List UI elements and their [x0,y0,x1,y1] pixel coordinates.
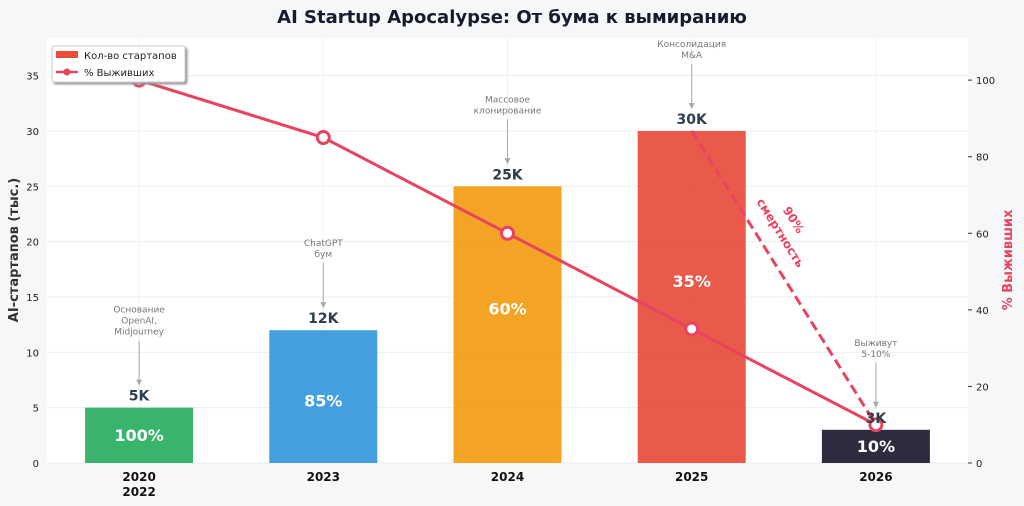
y-axis-right-label: % Выживших [1001,209,1016,310]
y-tick-label: 20 [26,238,39,249]
annotation-arrowhead [136,379,143,386]
bar-percent-label: 100% [114,426,163,445]
annotation-text: клонирование [474,106,542,116]
annotation-arrowhead [504,158,511,165]
y-tick-label: 35 [26,72,39,83]
y-right-tick-label: 20 [976,382,989,393]
y-right-tick-label: 60 [976,229,989,240]
chart-title: AI Startup Apocalypse: От бума к вымиран… [277,7,747,28]
y-tick-label: 0 [33,459,39,470]
annotation-text: M&A [681,51,703,61]
bar-percent-label: 10% [857,437,895,456]
bar [637,130,746,463]
bar-percent-label: 60% [488,300,526,319]
mortality-dashed-line [690,130,878,426]
survivor-point [868,417,884,433]
bar [821,429,930,463]
y-tick-label: 10 [26,348,39,359]
y-axis-label: AI-стартапов (тыс.) [7,178,22,322]
annotation-text: Midjourney [114,328,164,338]
annotation-text: Массовое [485,95,530,105]
y-right-tick-label: 0 [976,459,982,470]
x-tick-label: 2020 2022 [122,470,155,499]
bar-value-label: 3K [866,411,888,427]
y-tick-label: 5 [33,404,39,415]
x-tick-label: 2026 [859,470,892,484]
annotation-text: Консолидация [657,40,726,50]
survivor-point [500,225,515,241]
y-tick-label: 25 [26,182,39,193]
bar-value-label: 25K [492,167,523,183]
x-tick-label: 2025 [675,470,708,484]
y-right-tick-label: 80 [976,153,989,164]
annotation-arrowhead [872,401,879,408]
bar-percent-label: 85% [304,392,342,411]
annotation-text: Основание [113,306,165,316]
x-tick-label: 2023 [307,470,340,484]
annotation-text: Выживут [854,339,897,349]
y-right-tick-label: 40 [976,306,989,317]
legend-bar-swatch [56,51,78,58]
annotation-text: бум [314,250,332,260]
y-right-tick-label: 100 [976,76,995,87]
survivor-point [315,130,331,146]
annotation-arrowhead [320,302,327,309]
annotation-text: ChatGPT [304,239,343,249]
legend-label-startups: Кол-во стартапов [84,51,177,62]
legend-line-marker [63,68,71,76]
y-tick-label: 15 [26,293,39,304]
annotation-text: 5-10% [861,350,890,360]
bar-value-label: 12K [308,311,339,327]
legend-box [51,45,186,83]
legend: Кол-во стартапов % Выживших [51,45,186,83]
annotation-arrowhead [688,102,695,109]
bar-value-label: 5K [129,389,151,405]
annotation-text: OpenAI, [121,317,157,327]
y-tick-label: 30 [26,127,39,138]
bar-value-label: 30K [677,112,708,128]
survivor-point [684,321,700,337]
bar-percent-label: 35% [673,272,711,291]
x-tick-label: 2024 [491,470,524,484]
bar [85,407,194,463]
bar [269,330,378,463]
legend-label-survivors: % Выживших [84,68,154,79]
